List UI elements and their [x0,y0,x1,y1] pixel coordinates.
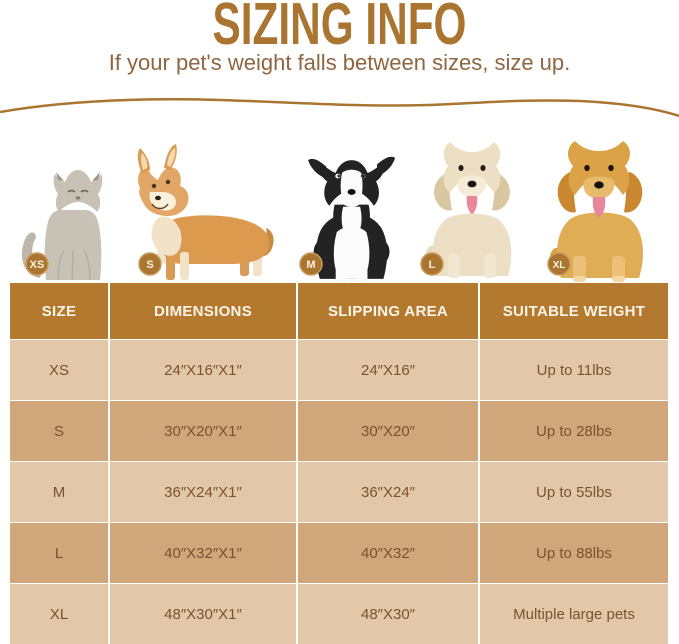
svg-text:XL: XL [553,260,566,271]
svg-text:M: M [306,259,315,271]
svg-text:S: S [146,259,153,271]
svg-text:L: L [429,259,436,271]
svg-text:XS: XS [30,259,45,271]
